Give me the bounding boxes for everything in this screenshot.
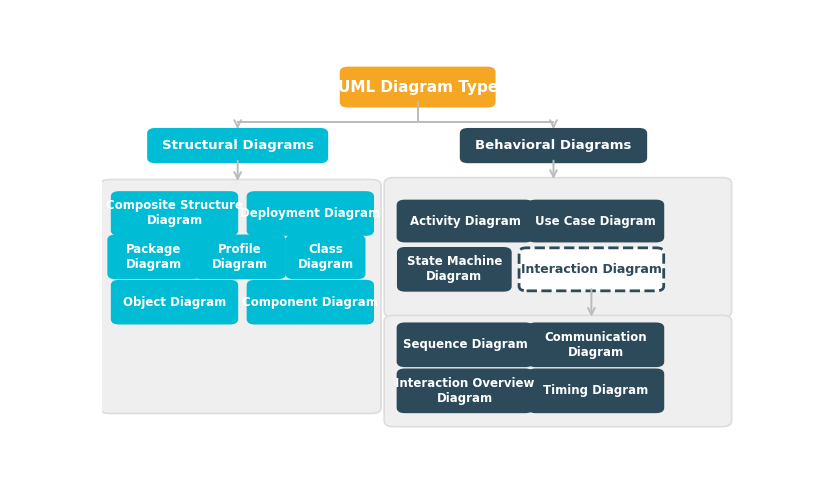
FancyBboxPatch shape [108, 235, 199, 278]
FancyBboxPatch shape [100, 179, 381, 414]
Text: Package
Diagram: Package Diagram [126, 243, 182, 271]
Text: Composite Structure
Diagram: Composite Structure Diagram [106, 199, 243, 227]
FancyBboxPatch shape [398, 248, 511, 291]
Text: Interaction Overview
Diagram: Interaction Overview Diagram [395, 377, 535, 405]
FancyBboxPatch shape [528, 200, 663, 242]
FancyBboxPatch shape [248, 192, 373, 235]
Text: Object Diagram: Object Diagram [123, 295, 226, 309]
FancyBboxPatch shape [112, 281, 237, 324]
FancyBboxPatch shape [528, 323, 663, 367]
Text: Interaction Diagram: Interaction Diagram [521, 263, 662, 276]
FancyBboxPatch shape [112, 192, 237, 235]
FancyBboxPatch shape [286, 235, 364, 278]
FancyBboxPatch shape [528, 369, 663, 412]
FancyBboxPatch shape [194, 235, 285, 278]
Text: Component Diagram: Component Diagram [242, 295, 378, 309]
FancyBboxPatch shape [398, 200, 533, 242]
Text: Behavioral Diagrams: Behavioral Diagrams [475, 139, 632, 152]
Text: Activity Diagram: Activity Diagram [410, 215, 521, 227]
FancyBboxPatch shape [384, 316, 732, 427]
Text: State Machine
Diagram: State Machine Diagram [407, 255, 502, 283]
Text: Class
Diagram: Class Diagram [297, 243, 354, 271]
FancyBboxPatch shape [519, 248, 663, 291]
Text: Sequence Diagram: Sequence Diagram [403, 338, 527, 351]
FancyBboxPatch shape [148, 129, 328, 162]
FancyBboxPatch shape [248, 281, 373, 324]
FancyBboxPatch shape [341, 68, 495, 107]
FancyBboxPatch shape [398, 323, 533, 367]
Text: Communication
Diagram: Communication Diagram [544, 331, 647, 359]
Text: Profile
Diagram: Profile Diagram [212, 243, 267, 271]
FancyBboxPatch shape [460, 129, 646, 162]
Text: Structural Diagrams: Structural Diagrams [161, 139, 314, 152]
Text: UML Diagram Type: UML Diagram Type [337, 79, 498, 95]
Text: Deployment Diagram: Deployment Diagram [240, 207, 381, 220]
FancyBboxPatch shape [398, 369, 533, 412]
Text: Timing Diagram: Timing Diagram [543, 384, 649, 397]
Text: Use Case Diagram: Use Case Diagram [535, 215, 656, 227]
FancyBboxPatch shape [384, 178, 732, 317]
